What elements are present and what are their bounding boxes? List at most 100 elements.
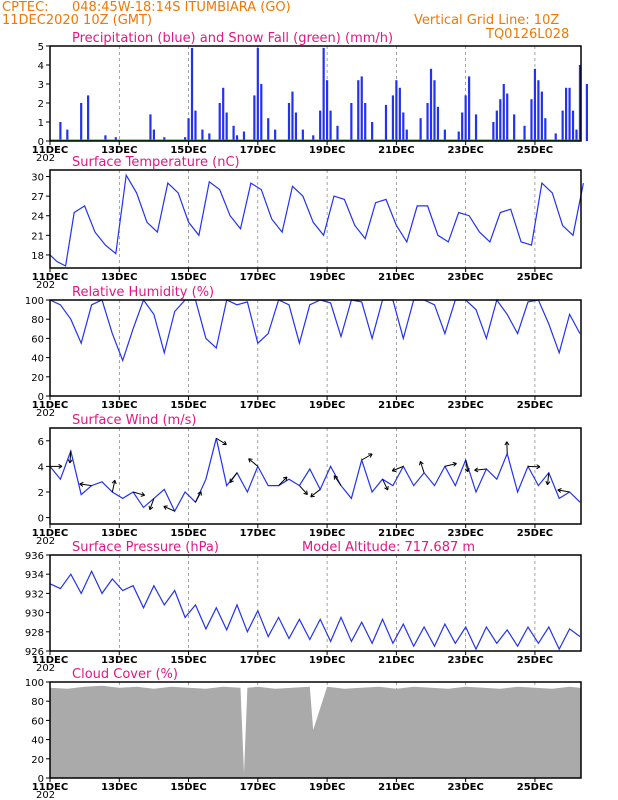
x-tick-label: 13DEC <box>101 528 137 539</box>
precip-bar <box>495 110 498 141</box>
y-tick-label: 40 <box>31 736 44 747</box>
x-tick-label: 21DEC <box>378 400 414 411</box>
y-tick-label: 0 <box>38 514 44 525</box>
precip-bar <box>443 129 446 141</box>
precip-bar <box>540 91 543 141</box>
x-tick-label: 25DEC <box>517 528 553 539</box>
wind-arrow <box>547 472 550 485</box>
y-tick-label: 936 <box>25 551 44 562</box>
wind-arrow <box>69 451 72 464</box>
precip-bar <box>66 129 69 141</box>
wind-arrowhead <box>67 459 73 464</box>
wind-arrow <box>195 491 202 503</box>
precip-bar <box>499 99 502 141</box>
y-tick-label: 1 <box>38 118 44 129</box>
x-tick-label: 23DEC <box>447 400 483 411</box>
precip-bar <box>405 129 408 141</box>
x-tick-label: 19DEC <box>309 400 345 411</box>
wind-arrow <box>382 478 389 491</box>
precip-bar <box>312 135 315 141</box>
precip-bar <box>163 137 166 141</box>
precip-bar <box>544 118 547 141</box>
panel-title: Surface Temperature (nC) <box>72 155 240 170</box>
x-tick-label: 15DEC <box>170 655 206 666</box>
panel-4: 0 2 4 6 11DEC 13DEC 15DEC 17DEC 19DEC 21DEC 23DEC 2… <box>32 413 582 547</box>
panel-5: 926 928 930 932 934 936 11DEC 13DEC 15DEC 17DEC 19… <box>25 540 582 674</box>
x-tick-label: 17DEC <box>240 655 276 666</box>
wind-arrowhead <box>58 463 63 469</box>
y-tick-label: 4 <box>38 462 44 473</box>
panel-frame <box>49 45 582 142</box>
wind-arrowhead <box>111 479 117 485</box>
y-tick-label: 18 <box>31 251 44 262</box>
x-year-fragment: 202 <box>36 536 55 547</box>
x-tick-label: 19DEC <box>309 272 345 283</box>
precip-bar <box>301 129 304 141</box>
precip-bar <box>294 112 298 141</box>
x-tick-label: 23DEC <box>447 272 483 283</box>
precip-bar <box>402 112 405 141</box>
precip-bar <box>568 87 571 141</box>
y-tick-label: 934 <box>25 570 44 581</box>
panel-title: Precipitation (blue) and Snow Fall (gree… <box>72 31 393 46</box>
y-tick-label: 60 <box>31 716 44 727</box>
x-tick-label: 21DEC <box>378 782 414 793</box>
precip-bar <box>395 80 398 141</box>
precip-bar <box>350 103 353 141</box>
x-tick-label: 15DEC <box>170 782 206 793</box>
precip-bar <box>571 110 575 141</box>
wind-arrowhead <box>163 505 168 510</box>
precip-bar <box>457 131 460 141</box>
wind-arrowhead <box>418 461 424 466</box>
wind-arrowhead <box>148 505 154 511</box>
wind-arrow <box>557 489 570 493</box>
precip-bar <box>433 80 436 141</box>
x-tick-label: 25DEC <box>517 400 553 411</box>
x-tick-label: 13DEC <box>101 272 137 283</box>
precip-bar <box>371 122 374 141</box>
wind-arrowhead <box>310 492 315 498</box>
panel-annotation: Model Altitude: 717.687 m <box>302 540 475 555</box>
precip-bar <box>218 103 221 141</box>
panel-frame <box>49 169 582 269</box>
wind-arrow <box>333 475 342 486</box>
y-tick-label: 4 <box>38 61 44 72</box>
x-tick-label: 17DEC <box>240 528 276 539</box>
wind-arrow <box>465 459 469 472</box>
wind-arrowhead <box>333 475 339 480</box>
y-tick-label: 932 <box>25 589 44 600</box>
precip-bar <box>537 80 540 141</box>
precip-bar <box>578 65 582 141</box>
x-tick-label: 23DEC <box>447 528 483 539</box>
x-tick-label: 11DEC <box>32 782 68 793</box>
panel-title: Surface Pressure (hPa) <box>72 540 219 555</box>
wind-arrowhead <box>140 492 146 497</box>
x-year-fragment: 202 <box>36 153 55 164</box>
wind-arrowhead <box>197 491 202 496</box>
y-tick-label: 20 <box>31 755 44 766</box>
precip-bar <box>436 106 440 141</box>
panel-title: Surface Wind (m/s) <box>72 413 196 428</box>
wind-arrowhead <box>303 490 308 495</box>
precip-bar <box>59 122 62 141</box>
precip-bar <box>329 110 332 141</box>
wind-arrow <box>474 468 487 471</box>
wind-arrow <box>444 463 457 467</box>
precip-bar <box>274 129 277 141</box>
precip-bar <box>208 133 211 141</box>
precip-bar <box>468 76 471 141</box>
x-tick-label: 13DEC <box>101 655 137 666</box>
wind-arrowhead <box>464 467 470 473</box>
wind-arrowhead <box>248 458 253 463</box>
wind-arrow <box>229 472 238 483</box>
x-tick-label: 11DEC <box>32 272 68 283</box>
series-line <box>49 173 584 267</box>
wind-arrow <box>391 465 404 472</box>
panel-frame <box>49 299 582 397</box>
precip-bar <box>533 68 537 141</box>
wind-arrowhead <box>545 480 551 486</box>
x-tick-label: 23DEC <box>447 655 483 666</box>
header-source: CPTEC: <box>2 0 49 15</box>
precip-bar <box>242 131 246 141</box>
y-tick-label: 30 <box>31 173 44 184</box>
